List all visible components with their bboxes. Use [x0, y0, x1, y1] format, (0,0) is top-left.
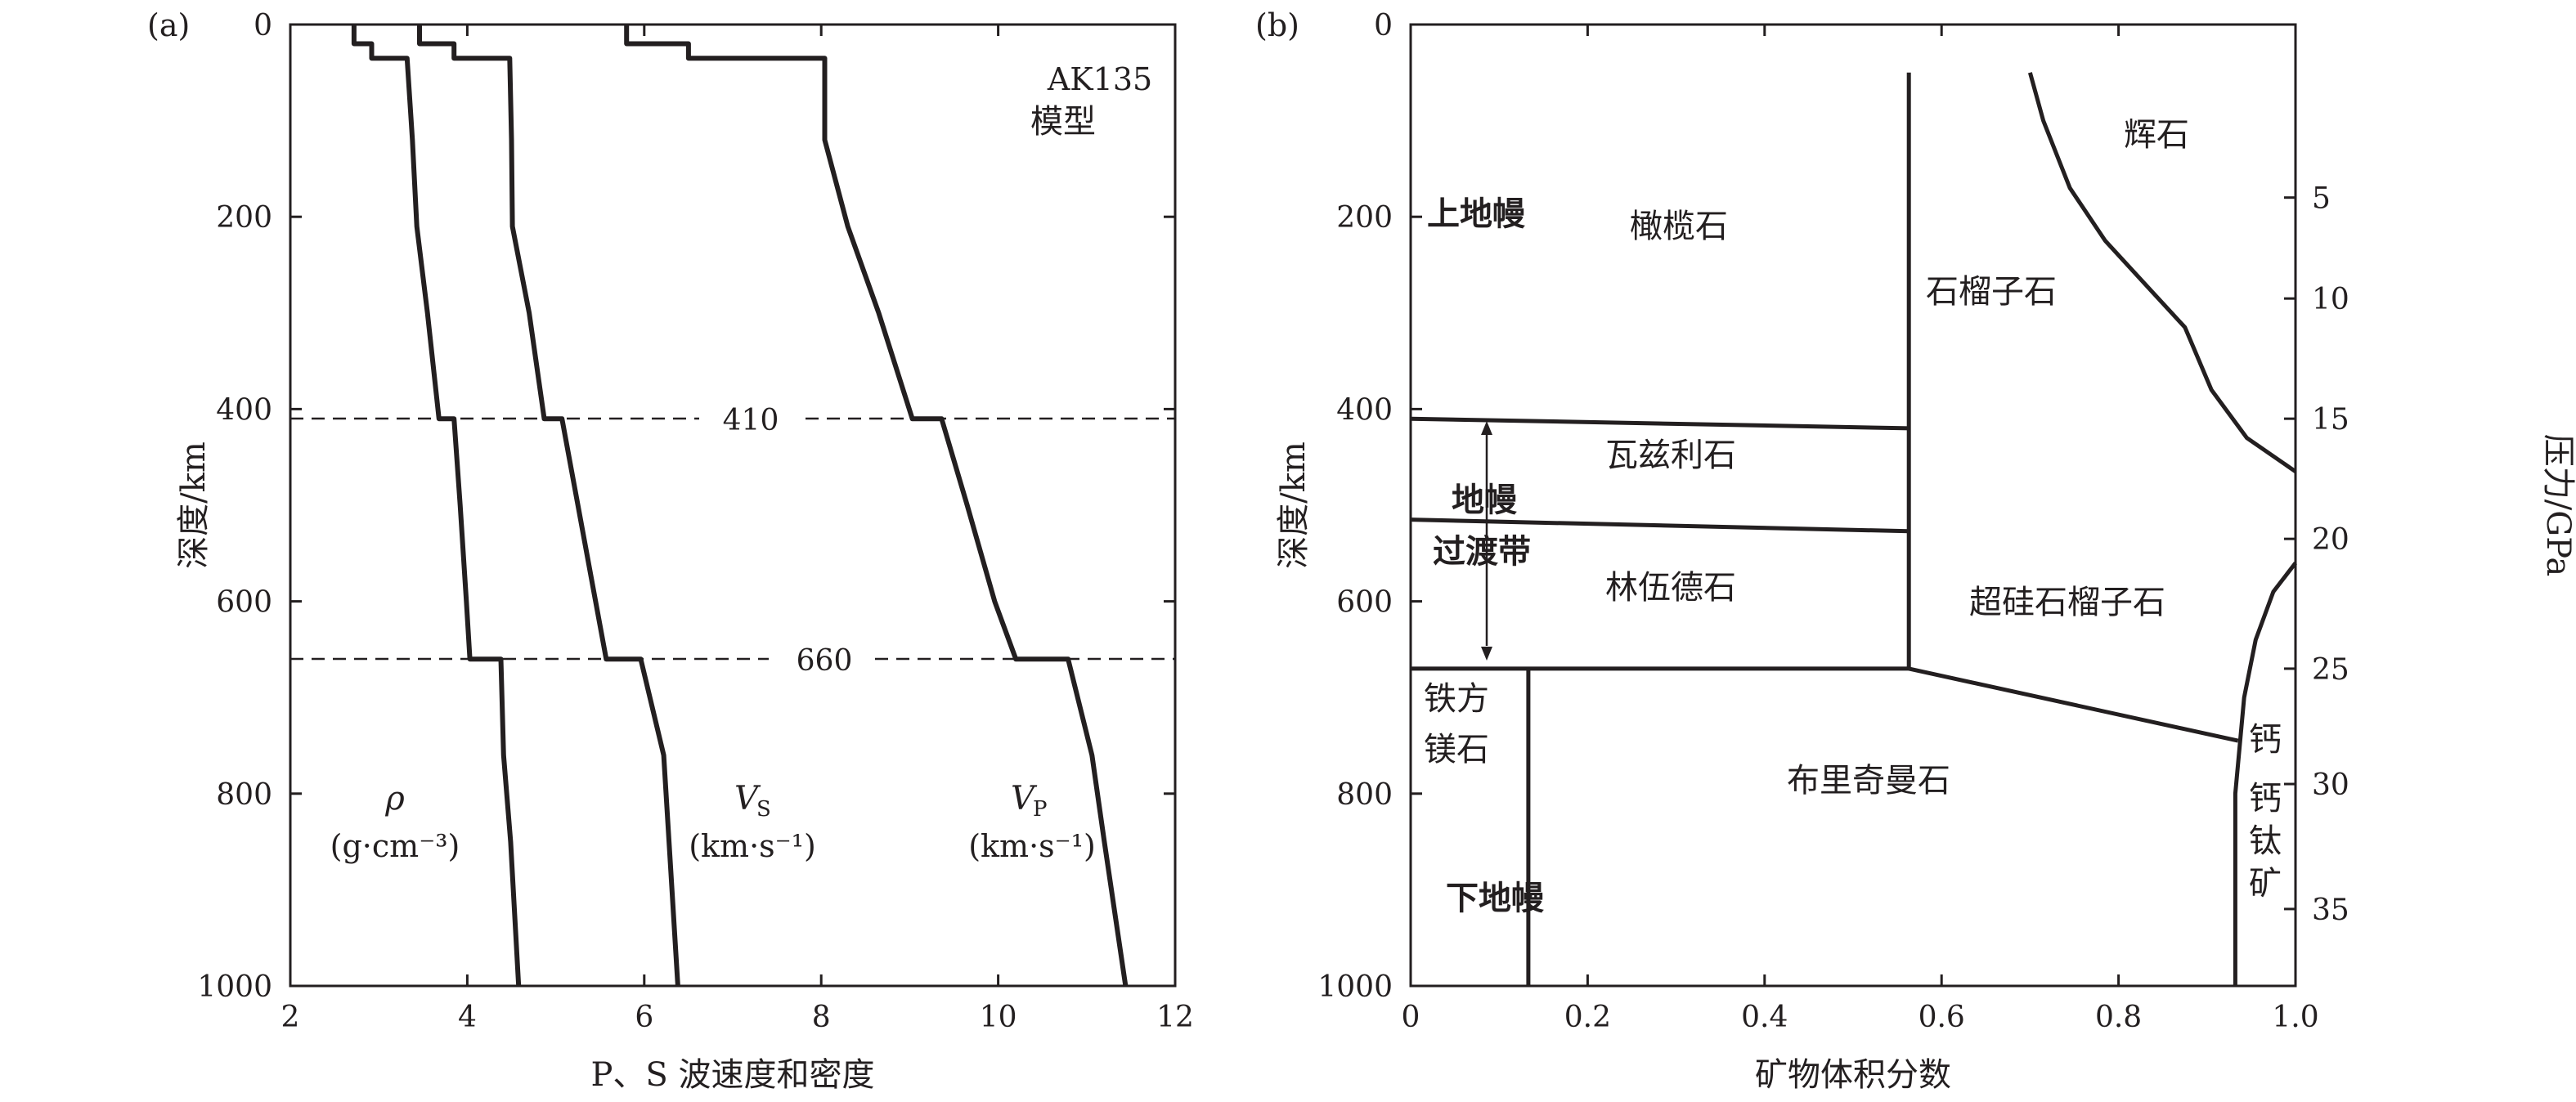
phase-boundary-5 — [1908, 666, 2239, 743]
y-tick-label: 800 — [1336, 778, 1393, 812]
x-tick-label: 10 — [980, 1001, 1017, 1034]
panel-a-xlabel: P、S 波速度和密度 — [590, 1056, 874, 1094]
x-tick-label: 0.2 — [1564, 1001, 1611, 1034]
y-tick-label: 1000 — [197, 970, 272, 1004]
x-tick-label: 0 — [1402, 1001, 1420, 1034]
upper-mantle-label: 上地幔 — [1427, 195, 1525, 233]
y-tick-label: 0 — [254, 9, 272, 43]
panel-a-curves — [351, 25, 1129, 987]
y-tick-label: 600 — [1336, 586, 1393, 620]
phase-boundary-8 — [2233, 562, 2297, 986]
y2-tick-label: 10 — [2312, 283, 2349, 316]
panel-a-label: (a) — [147, 7, 190, 43]
phase-boundary-3 — [1410, 517, 1910, 534]
panel-b-xlabel: 矿物体积分数 — [1755, 1056, 1951, 1094]
rho-symbol: ρ — [384, 780, 405, 818]
arrow-head-down — [1481, 647, 1492, 661]
ca-perovskite-label-3: 钛 — [2249, 822, 2282, 860]
phase-boundary-7 — [2027, 72, 2297, 473]
y2-tick-label: 35 — [2312, 894, 2349, 927]
y2-tick-label: 30 — [2312, 768, 2349, 802]
panel-a-frame — [289, 23, 1177, 988]
y2-tick-label: 5 — [2312, 182, 2331, 216]
y-tick-label: 800 — [216, 778, 272, 812]
vs-unit: (km·s⁻¹) — [689, 828, 816, 864]
panel-a: (a) 2 4 6 8 10 12 0 200 400 600 800 1000 410 660 AK… — [147, 7, 1194, 1094]
vp-symbol: V — [1011, 780, 1038, 818]
panel-b-ticks — [1409, 23, 2297, 988]
ca-perovskite-label-2: 钙 — [2249, 780, 2282, 818]
panel-b-ylabel: 深度/km — [1275, 441, 1313, 569]
wadsleyite-label: 瓦兹利石 — [1605, 437, 1736, 474]
panel-b-label: (b) — [1255, 7, 1299, 43]
transition-zone-label-2: 过渡带 — [1433, 532, 1531, 571]
vp-unit: (km·s⁻¹) — [968, 828, 1096, 864]
y-tick-label: 400 — [1336, 393, 1393, 427]
model-label: 模型 — [1030, 103, 1096, 141]
arrow-head-up — [1481, 421, 1492, 435]
panel-b-tick-labels: 0 0.2 0.4 0.6 0.8 1.0 0 200 400 600 800 1000 5 10 15 20… — [1317, 9, 2349, 1034]
garnet-label: 石榴子石 — [1926, 273, 2057, 311]
panel-b-y2label: 压力/GPa — [2539, 434, 2576, 576]
panel-a-ylabel: 深度/km — [175, 441, 213, 569]
lower-mantle-label: 下地幔 — [1446, 879, 1544, 917]
panel-b-frame — [1409, 23, 2297, 988]
ringwoodite-label: 林伍德石 — [1605, 569, 1736, 607]
phase-boundary-2 — [1410, 416, 1910, 431]
x-tick-label: 2 — [281, 1001, 300, 1034]
y-tick-label: 1000 — [1317, 970, 1393, 1004]
olivine-label: 橄榄石 — [1630, 208, 1728, 245]
transition-zone-label-1: 地幔 — [1452, 481, 1517, 519]
ca-perovskite-label-1: 钙 — [2249, 721, 2282, 759]
majorite-label: 超硅石榴子石 — [1969, 584, 2165, 621]
y-tick-label: 0 — [1374, 9, 1393, 43]
x-tick-label: 12 — [1156, 1001, 1194, 1034]
y-tick-label: 600 — [216, 586, 272, 620]
y-tick-label: 200 — [216, 201, 272, 235]
bridgmanite-label: 布里奇曼石 — [1787, 762, 1950, 800]
x-tick-label: 1.0 — [2272, 1001, 2318, 1034]
ferropericlase-label-1: 铁方 — [1424, 680, 1489, 718]
rho-curve — [351, 25, 522, 987]
panel-b: (b) 0 0.2 0.4 0.6 0.8 1.0 0 200 400 600 800 1000 5 10… — [1255, 7, 2576, 1094]
vp-subscript: P — [1033, 797, 1048, 822]
x-tick-label: 4 — [458, 1001, 477, 1034]
y2-tick-label: 15 — [2312, 403, 2349, 437]
x-tick-label: 6 — [635, 1001, 653, 1034]
vs-symbol: V — [734, 780, 761, 818]
model-name: AK135 — [1047, 61, 1152, 97]
x-tick-label: 0.8 — [2095, 1001, 2142, 1034]
pyroxene-label: 辉石 — [2124, 116, 2189, 154]
x-tick-label: 0.6 — [1919, 1001, 1965, 1034]
x-tick-label: 0.4 — [1741, 1001, 1788, 1034]
y2-tick-label: 20 — [2312, 523, 2349, 557]
panel-a-ticks — [289, 23, 1177, 988]
label-660: 660 — [797, 644, 853, 678]
label-410: 410 — [723, 404, 779, 437]
panel-a-tick-labels: 2 4 6 8 10 12 0 200 400 600 800 1000 — [197, 9, 1194, 1034]
vp-curve — [624, 25, 1129, 987]
panel-b-boundaries — [1410, 72, 2297, 986]
y-tick-label: 400 — [216, 393, 272, 427]
y-tick-label: 200 — [1336, 201, 1393, 235]
ca-perovskite-label-4: 矿 — [2249, 865, 2282, 903]
vs-subscript: S — [756, 797, 771, 822]
ferropericlase-label-2: 镁石 — [1424, 731, 1489, 768]
x-tick-label: 8 — [812, 1001, 831, 1034]
vs-curve — [417, 25, 680, 987]
rho-unit: (g·cm⁻³) — [330, 828, 460, 864]
y2-tick-label: 25 — [2312, 653, 2349, 687]
